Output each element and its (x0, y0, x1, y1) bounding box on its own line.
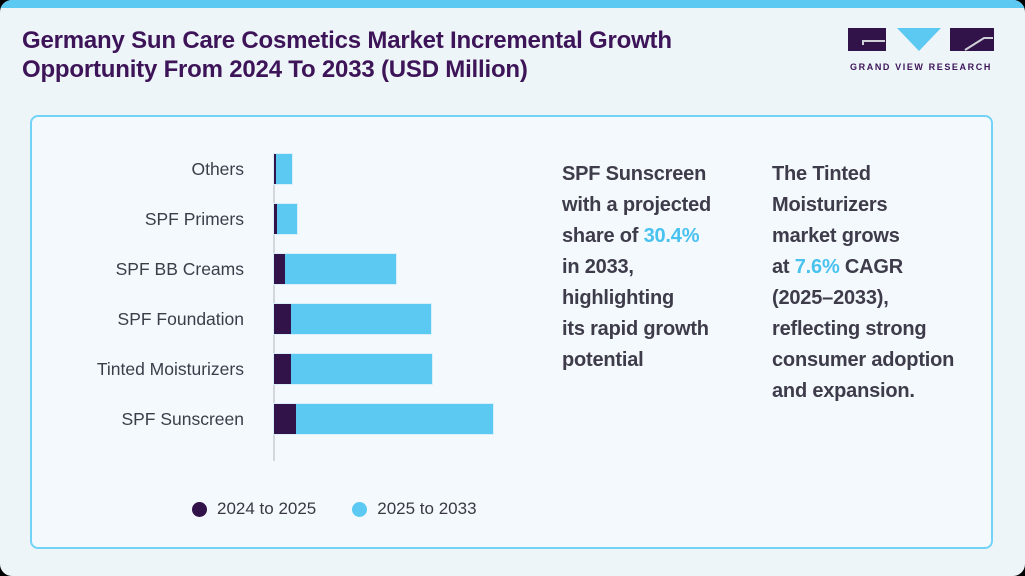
chart-row: SPF Foundation (32, 294, 542, 344)
legend-dot-2024-to-2025 (192, 501, 207, 517)
category-label: SPF Primers (144, 208, 244, 229)
bar-stack (274, 354, 432, 384)
bar-stack (274, 154, 292, 184)
bar-segment-2024-to-2025 (274, 154, 276, 184)
category-label: SPF BB Creams (115, 258, 244, 279)
bar-stack (274, 404, 493, 434)
page-title: Germany Sun Care Cosmetics Market Increm… (22, 27, 672, 83)
chart-card: Others SPF Primers SPF BB Creams SPF Founda… (30, 115, 993, 549)
chart-row: Tinted Moisturizers (32, 344, 542, 394)
legend-label: 2025 to 2033 (377, 499, 477, 518)
bar-segment-2025-to-2033 (285, 254, 396, 284)
legend-item-2024-to-2025: 2024 to 2025 (192, 494, 316, 524)
annotation-tinted-moisturizers: The Tinted Moisturizers market grows at … (772, 159, 1007, 407)
bar-stack (274, 304, 431, 334)
bar-segment-2024-to-2025 (274, 204, 277, 234)
bar-segment-2024-to-2025 (274, 354, 291, 384)
gvr-logo-text: GRAND VIEW RESEARCH (850, 62, 992, 72)
chart-row: SPF BB Creams (32, 244, 542, 294)
category-label: Tinted Moisturizers (96, 358, 244, 379)
chart-row: SPF Sunscreen (32, 394, 542, 444)
bar-stack (274, 204, 297, 234)
bar-segment-2024-to-2025 (274, 304, 291, 334)
top-accent-bar (0, 0, 1025, 8)
bar-segment-2025-to-2033 (277, 204, 297, 234)
annotation-highlight-cagr: 7.6% (794, 256, 840, 278)
chart-row: Others (32, 144, 542, 194)
gvr-logo-mark (847, 28, 994, 51)
bar-stack (274, 254, 396, 284)
bar-segment-2024-to-2025 (274, 254, 285, 284)
category-label: SPF Sunscreen (121, 408, 244, 429)
legend-item-2025-to-2033: 2025 to 2033 (352, 494, 477, 524)
chart-legend: 2024 to 2025 2025 to 2033 (192, 494, 477, 524)
legend-label: 2024 to 2025 (217, 499, 317, 518)
annotation-highlight-share: 30.4% (643, 225, 700, 247)
annotation-text: SPF Sunscreen with a projected share of (562, 163, 712, 247)
category-label: SPF Foundation (117, 308, 244, 329)
bar-segment-2024-to-2025 (274, 404, 296, 434)
annotation-text: in 2033, highlighting its rapid growth p… (562, 256, 709, 371)
bar-segment-2025-to-2033 (296, 404, 493, 434)
bar-chart: Others SPF Primers SPF BB Creams SPF Founda… (32, 144, 542, 444)
chart-row: SPF Primers (32, 194, 542, 244)
gvr-logo: GRAND VIEW RESEARCH (847, 28, 995, 72)
annotation-spf-sunscreen: SPF Sunscreen with a projected share of … (562, 159, 767, 376)
legend-dot-2025-to-2033 (352, 501, 368, 517)
bar-segment-2025-to-2033 (291, 304, 431, 334)
annotation-text: The Tinted Moisturizers market grows at (772, 163, 900, 278)
annotation-text: CAGR (2025–2033), reflecting strong cons… (772, 256, 955, 402)
bar-segment-2025-to-2033 (276, 154, 292, 184)
category-label: Others (191, 158, 244, 179)
bar-segment-2025-to-2033 (291, 354, 432, 384)
